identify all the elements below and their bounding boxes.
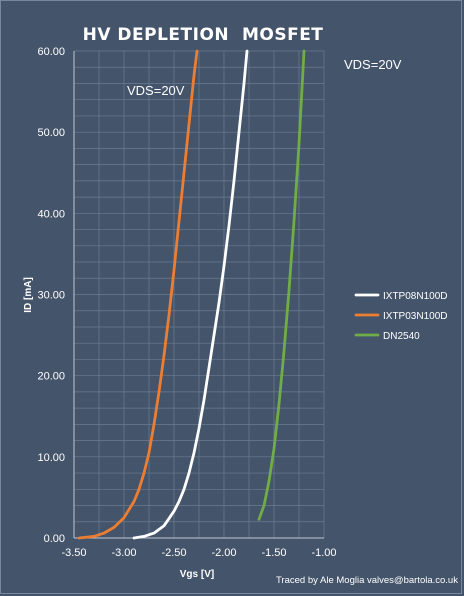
credit-text: Traced by Ale Moglia valves@bartola.co.u… xyxy=(276,575,458,586)
x-tick-label: -1.00 xyxy=(311,547,336,559)
legend-label-dn2540: DN2540 xyxy=(383,331,420,342)
legend: IXTP08N100D IXTP03N100D DN2540 xyxy=(354,291,447,342)
x-tick-label: -3.00 xyxy=(111,547,136,559)
y-tick-label: 60.00 xyxy=(37,46,65,58)
x-tick-label: -2.00 xyxy=(211,547,236,559)
y-axis-title: ID [mA] xyxy=(23,277,34,313)
y-tick-label: 20.00 xyxy=(37,371,65,383)
x-tick-label: -3.50 xyxy=(61,547,86,559)
y-tick-label: 40.00 xyxy=(37,208,65,220)
series-lines xyxy=(77,49,306,540)
y-tick-label: 0.00 xyxy=(44,533,65,545)
x-tick-label: -2.50 xyxy=(161,547,186,559)
annotation-vds-corner: VDS=20V xyxy=(344,57,402,72)
legend-label-ixtp08n100d: IXTP08N100D xyxy=(383,291,447,302)
x-axis-title: Vgs [V] xyxy=(180,569,214,580)
y-tick-label: 30.00 xyxy=(37,290,65,302)
y-tick-label: 10.00 xyxy=(37,452,65,464)
series-line-ixtp08n100d xyxy=(132,49,249,540)
legend-label-ixtp03n100d: IXTP03N100D xyxy=(383,311,447,322)
grid xyxy=(73,50,325,539)
series-line-ixtp03n100d xyxy=(77,49,199,540)
axes: -3.50 -3.00 -2.50 -2.00 -1.50 -1.00 0.00 10.00 2… xyxy=(37,46,336,559)
series-line-dn2540 xyxy=(257,49,306,521)
annotation-vds-plot: VDS=20V xyxy=(127,83,185,98)
x-tick-label: -1.50 xyxy=(261,547,286,559)
chart-title: HV DEPLETION MOSFET xyxy=(83,25,324,45)
y-tick-label: 50.00 xyxy=(37,127,65,139)
